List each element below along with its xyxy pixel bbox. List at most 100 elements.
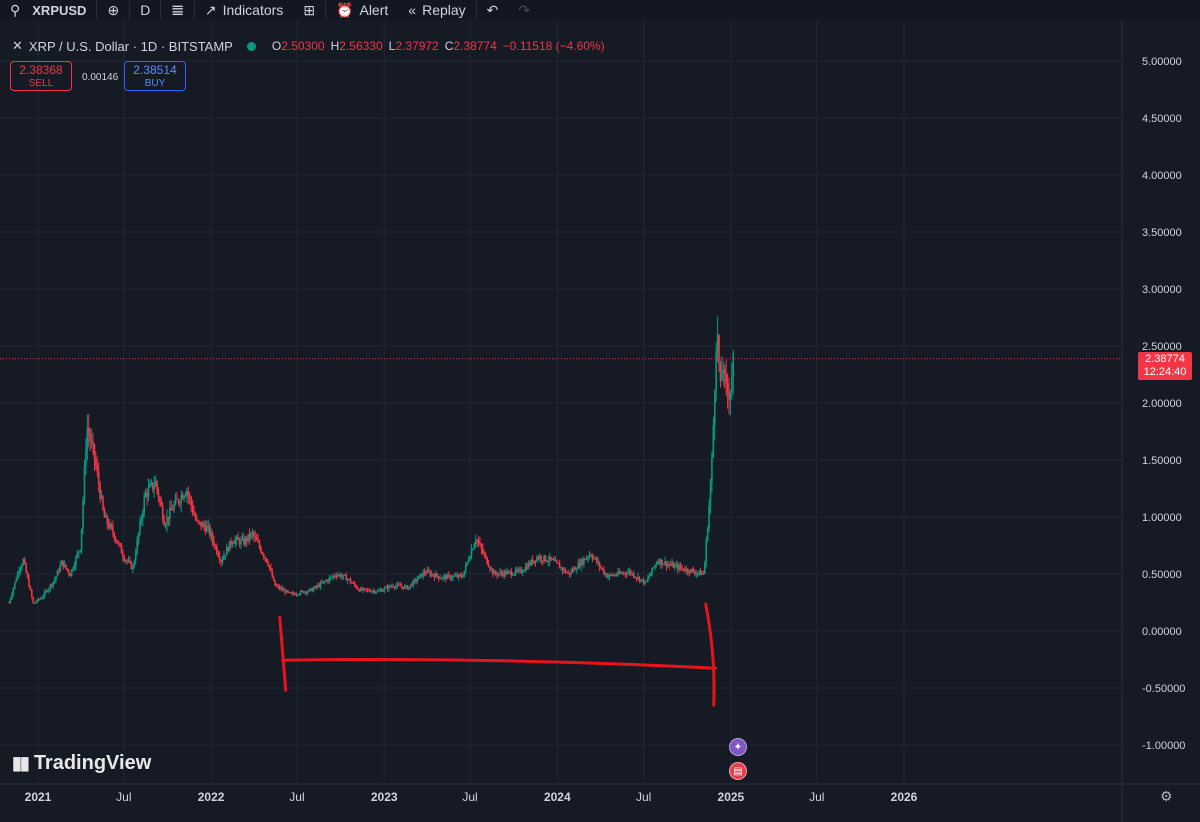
- candle-body: [519, 569, 521, 571]
- candle-body: [524, 566, 527, 571]
- candle-body: [500, 572, 503, 574]
- candle-body: [725, 374, 727, 384]
- candle-body: [206, 526, 208, 532]
- candle-body: [40, 597, 43, 599]
- close-legend-icon[interactable]: ✕: [12, 38, 23, 53]
- candle-body: [708, 505, 710, 529]
- candle-body: [472, 548, 474, 550]
- symbol-search[interactable]: ⚲ XRPUSD: [0, 0, 96, 20]
- candle-body: [112, 527, 114, 534]
- alert-button[interactable]: ⏰ Alert: [326, 0, 398, 20]
- candle-body: [341, 576, 343, 578]
- y-tick-label: 4.00000: [1142, 170, 1182, 182]
- candle-body: [611, 574, 614, 576]
- search-icon: ⚲: [10, 1, 21, 18]
- candle-body: [328, 577, 330, 582]
- candle-body: [307, 591, 309, 593]
- candle-body: [669, 564, 672, 566]
- candle-body: [60, 560, 63, 566]
- candle-body: [93, 444, 96, 459]
- candle-body: [63, 564, 66, 568]
- y-tick-label: 4.50000: [1142, 113, 1182, 125]
- candle-body: [610, 574, 612, 576]
- candle-body: [678, 565, 681, 570]
- candle-body: [43, 591, 46, 597]
- candle-body: [398, 584, 400, 586]
- candle-body: [453, 575, 456, 577]
- candle-body: [177, 499, 180, 503]
- candle-body: [251, 532, 254, 534]
- candle-body: [159, 497, 161, 501]
- star-event-icon[interactable]: ✦: [729, 738, 747, 756]
- candle-body: [644, 580, 646, 584]
- replay-button[interactable]: « Replay: [398, 0, 475, 20]
- candle-body: [449, 575, 451, 579]
- candle-body: [442, 576, 444, 579]
- y-tick-label: 1.50000: [1142, 455, 1182, 467]
- candle-body: [621, 572, 624, 574]
- toolbar-divider: [96, 1, 98, 19]
- candle-body: [284, 589, 286, 593]
- candle-body: [218, 556, 221, 561]
- undo-icon: ↶: [486, 1, 499, 18]
- us-flag-event-icon[interactable]: ▤: [729, 762, 747, 780]
- price-chart[interactable]: 5.00000 4.50000 4.00000 3.50000 3.00000 2.500…: [0, 20, 1200, 822]
- y-tick-label: 0.50000: [1142, 569, 1182, 581]
- candle-body: [657, 561, 659, 564]
- open-value: 2.50300: [281, 39, 325, 53]
- candle-body: [637, 576, 639, 579]
- interval-button[interactable]: D: [130, 0, 160, 20]
- candle-body: [426, 570, 429, 574]
- candle-body: [274, 580, 276, 586]
- candle-body: [641, 579, 644, 581]
- candle-body: [580, 559, 582, 567]
- candle-body: [516, 569, 518, 571]
- candle-body: [42, 596, 45, 598]
- buy-button[interactable]: 2.38514 BUY: [124, 61, 186, 91]
- tradingview-logo-icon: ▮▮: [12, 753, 30, 773]
- x-tick-label: Jul: [116, 790, 131, 804]
- candle-body: [97, 471, 100, 485]
- candle-body: [234, 539, 237, 544]
- candle-body: [489, 566, 491, 570]
- candle-body: [556, 560, 558, 563]
- compare-button[interactable]: ⊕: [97, 0, 129, 20]
- candle-body: [379, 589, 382, 591]
- redo-button[interactable]: ↷: [508, 0, 540, 20]
- candle-body: [193, 512, 195, 515]
- candle-body: [520, 569, 523, 573]
- candle-body: [241, 538, 244, 540]
- chart-type-button[interactable]: 𝌆: [161, 0, 194, 20]
- gear-icon[interactable]: ⚙: [1160, 788, 1173, 804]
- toolbar-divider: [193, 1, 195, 19]
- y-tick-label: 5.00000: [1142, 56, 1182, 68]
- candle-body: [474, 540, 477, 545]
- candle-body: [342, 574, 345, 577]
- candle-body: [265, 558, 268, 563]
- undo-button[interactable]: ↶: [477, 0, 509, 20]
- candle-body: [563, 569, 565, 571]
- candle-body: [260, 547, 262, 553]
- tradingview-logo[interactable]: ▮▮ TradingView: [12, 752, 151, 775]
- candle-body: [578, 562, 581, 567]
- indicators-button[interactable]: ↗ Indicators: [195, 0, 293, 20]
- candle-body: [339, 574, 342, 578]
- candle-body: [537, 557, 540, 559]
- candle-body: [245, 537, 248, 542]
- candle-body: [50, 584, 53, 586]
- candle-body: [718, 334, 720, 365]
- sell-button[interactable]: 2.38368 SELL: [10, 61, 72, 91]
- candle-body: [109, 523, 111, 528]
- candle-body: [631, 573, 634, 575]
- candle-body: [557, 562, 560, 564]
- candle-body: [204, 526, 207, 532]
- indicators-icon: ↗: [204, 1, 217, 18]
- candle-body: [625, 573, 628, 575]
- candle-body: [295, 594, 298, 596]
- candle-body: [652, 567, 655, 569]
- chart-area[interactable]: 5.00000 4.50000 4.00000 3.50000 3.00000 2.500…: [0, 20, 1200, 822]
- candle-body: [142, 512, 144, 519]
- candle-body: [584, 558, 587, 560]
- layout-button[interactable]: ⊞: [293, 0, 325, 20]
- candle-body: [490, 568, 493, 570]
